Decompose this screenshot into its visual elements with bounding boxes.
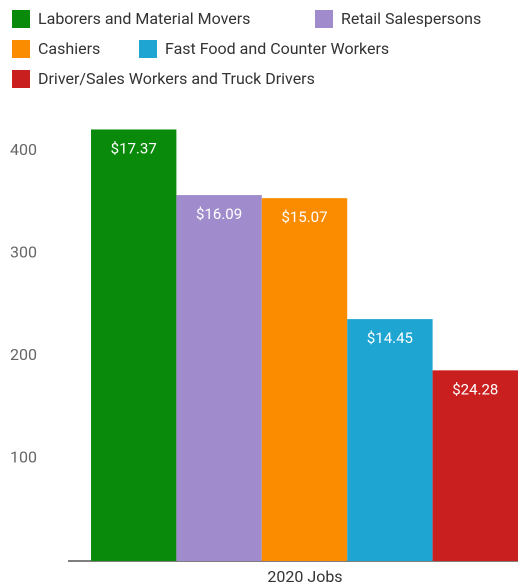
x-category-label: 2020 Jobs <box>267 567 342 586</box>
y-tick-label: 200 <box>10 345 37 364</box>
legend-label: Retail Salespersons <box>341 9 481 28</box>
legend-swatch <box>12 70 30 88</box>
legend-swatch <box>12 40 30 58</box>
legend-swatch <box>315 10 333 28</box>
legend-swatch <box>139 40 157 58</box>
bar <box>347 319 433 561</box>
legend-swatch <box>12 10 30 28</box>
bar-label: $24.28 <box>452 380 498 398</box>
bar <box>432 370 518 561</box>
y-tick-label: 400 <box>10 140 37 159</box>
y-tick-label: 300 <box>10 243 37 262</box>
legend-label: Driver/Sales Workers and Truck Drivers <box>38 69 315 88</box>
legend-label: Fast Food and Counter Workers <box>165 39 389 58</box>
bar-label: $15.07 <box>281 208 327 226</box>
bar-label: $17.37 <box>111 139 157 157</box>
legend-label: Cashiers <box>38 39 100 58</box>
bar <box>261 198 348 561</box>
bar-label: $14.45 <box>367 329 413 347</box>
bar <box>176 195 262 561</box>
bar <box>91 129 177 561</box>
legend-label: Laborers and Material Movers <box>38 9 250 28</box>
y-tick-label: 100 <box>10 448 37 467</box>
bar-label: $16.09 <box>196 205 242 223</box>
